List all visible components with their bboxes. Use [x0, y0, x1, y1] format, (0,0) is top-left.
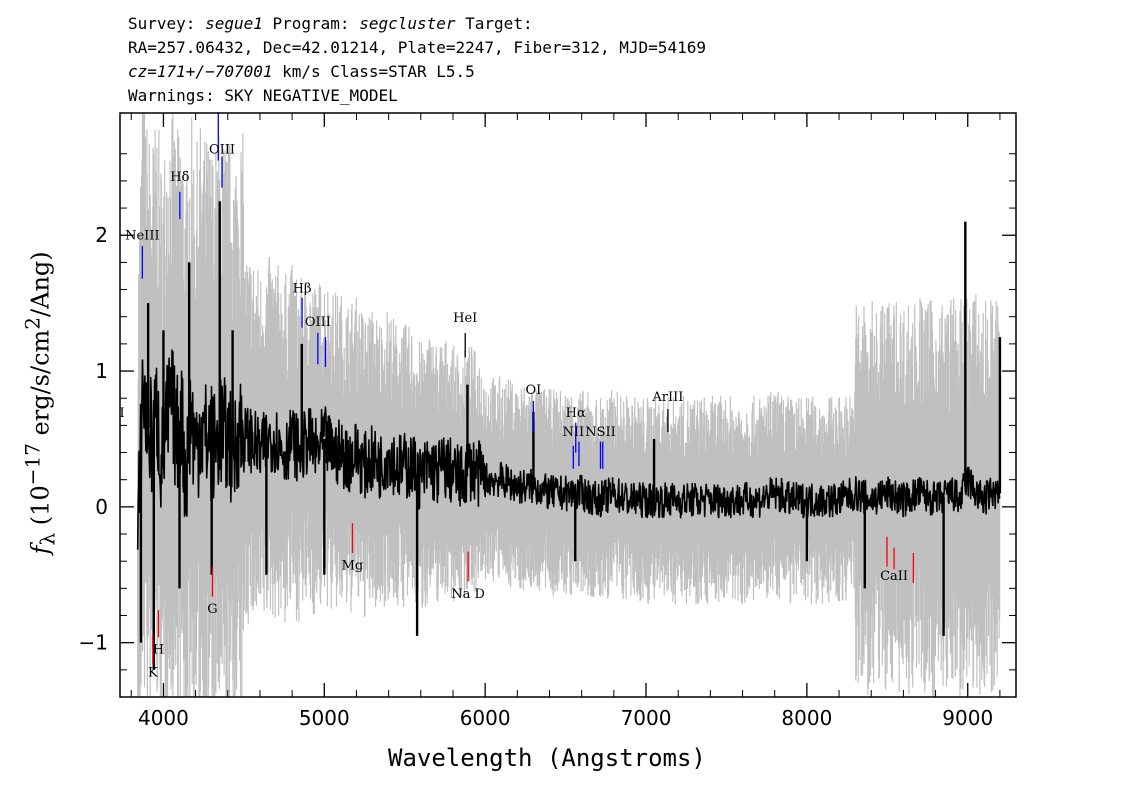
header-line-1: Survey: segue1 Program: segcluster Targe… [128, 14, 533, 34]
line-label: OI [526, 383, 542, 398]
line-label: G [207, 602, 217, 617]
program-value: segcluster [359, 14, 456, 33]
y-tick-label: −1 [79, 631, 108, 655]
survey-value: segue1 [205, 14, 263, 33]
line-label: K [148, 666, 158, 681]
flux-spectrum [136, 349, 1001, 550]
line-label: NII [562, 425, 584, 440]
plot-frame [119, 112, 1017, 698]
x-tick-label: 9000 [942, 706, 993, 730]
line-label: OIII [209, 143, 235, 158]
line-label: II [114, 406, 124, 421]
survey-label: Survey: [128, 14, 206, 33]
x-axis-label: Wavelength (Angstroms) [388, 744, 706, 772]
x-tick-label: 6000 [460, 706, 511, 730]
program-label: Program: [262, 14, 360, 33]
x-tick-label: 8000 [781, 706, 832, 730]
y-axis-label: fλ (10−17 erg/s/cm2/Ang) [20, 251, 60, 555]
line-label: H [153, 643, 164, 658]
x-tick-label: 5000 [299, 706, 350, 730]
line-label: Hγ [209, 95, 228, 110]
line-label: CaII [880, 569, 908, 584]
y-tick-label: 2 [95, 223, 108, 247]
line-label: NeIII [125, 228, 159, 243]
header-line-3: cz=171+/−707001 km/s Class=STAR L5.5 [128, 62, 475, 82]
line-label: HeI [453, 311, 477, 326]
line-label: Hβ [293, 281, 312, 296]
y-tick-label: 0 [95, 495, 108, 519]
line-label: Mg [342, 558, 364, 573]
plot-area: NeIII Hδ Hγ OIII Hβ OIII HeI OI NII Hα NSII ArIII II… [114, 95, 1002, 697]
line-label: Na D [451, 587, 485, 602]
line-label: Hα [566, 406, 586, 421]
x-tick-label: 4000 [138, 706, 189, 730]
y-tick-label: 1 [95, 359, 108, 383]
x-tick-label: 7000 [621, 706, 672, 730]
line-label: NSII [585, 425, 616, 440]
target-label: Target: [455, 14, 533, 33]
header-line-4: Warnings: SKY NEGATIVE_MODEL [128, 86, 398, 105]
redshift-value: cz=171+/−707001 [128, 62, 273, 81]
line-label: ArIII [651, 390, 683, 405]
class-text: km/s Class=STAR L5.5 [272, 62, 475, 81]
line-label: Hδ [170, 170, 189, 185]
header-line-2: RA=257.06432, Dec=42.01214, Plate=2247, … [128, 38, 706, 57]
line-label: OIII [305, 315, 331, 330]
